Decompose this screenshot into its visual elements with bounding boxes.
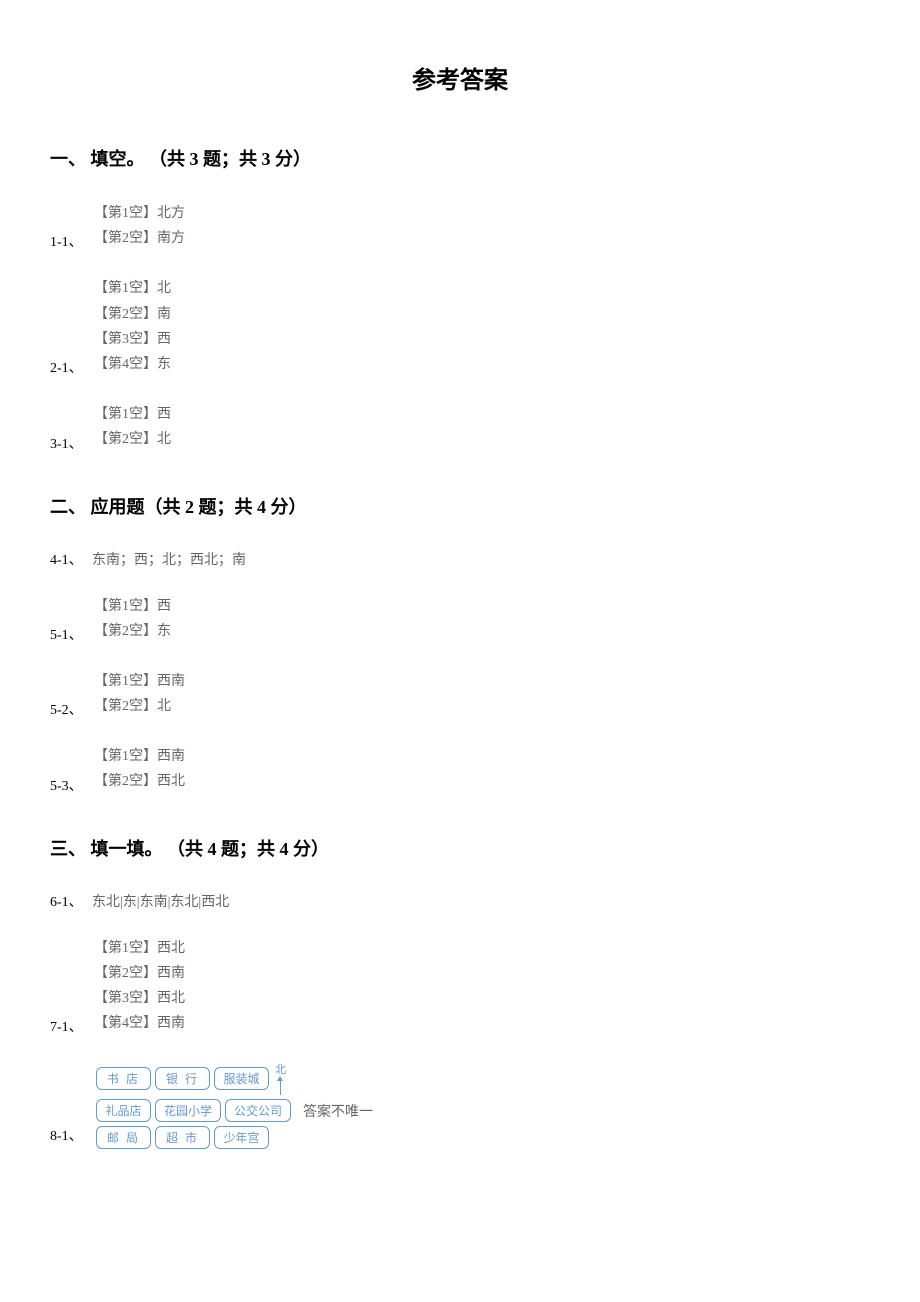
answer-label: 8-1、 — [50, 1125, 92, 1149]
answer-text: 【第2空】西南 — [94, 961, 870, 986]
map-cell: 礼品店 — [96, 1099, 151, 1122]
answer-label: 5-2、 — [50, 699, 83, 719]
answer-label: 6-1、 — [50, 891, 92, 911]
map-row: 邮 局 超 市 少年宫 — [96, 1126, 373, 1149]
section-3-header: 三、 填一填。 （共 4 题；共 4 分） — [50, 835, 870, 861]
answer-label: 2-1、 — [50, 357, 83, 377]
map-cell: 服装城 — [214, 1067, 269, 1090]
answer-text: 【第1空】北方 — [94, 201, 870, 226]
page-title: 参考答案 — [50, 60, 870, 95]
answer-label: 3-1、 — [50, 433, 83, 453]
answer-4-1: 4-1、 东南；西；北；西北；南 — [50, 549, 870, 569]
answer-text: 【第2空】南 — [94, 302, 870, 327]
answer-8-1: 8-1、 书 店 银 行 服装城 北 礼品店 花园小学 公交公司 答案不唯一 邮… — [50, 1061, 870, 1149]
answer-note: 答案不唯一 — [303, 1101, 373, 1121]
answer-text: 【第1空】北 — [94, 276, 870, 301]
answer-text: 【第4空】东 — [94, 352, 870, 377]
map-cell: 邮 局 — [96, 1126, 151, 1149]
answer-text: 【第4空】西南 — [94, 1011, 870, 1036]
answer-5-1: 【第1空】西 【第2空】东 5-1、 — [92, 594, 870, 644]
north-indicator: 北 — [275, 1061, 286, 1095]
map-cell: 少年宫 — [214, 1126, 269, 1149]
answer-text: 【第3空】西北 — [94, 986, 870, 1011]
answer-text: 【第2空】北 — [94, 427, 870, 452]
answer-text: 【第1空】西南 — [94, 744, 870, 769]
map-cell: 花园小学 — [155, 1099, 221, 1122]
answer-label: 7-1、 — [50, 1016, 83, 1036]
answer-label: 5-3、 — [50, 775, 83, 795]
map-grid: 书 店 银 行 服装城 北 礼品店 花园小学 公交公司 答案不唯一 邮 局 超 … — [96, 1061, 373, 1149]
answer-text: 【第1空】西北 — [94, 936, 870, 961]
map-cell: 书 店 — [96, 1067, 151, 1090]
answer-text: 【第3空】西 — [94, 327, 870, 352]
map-row: 礼品店 花园小学 公交公司 答案不唯一 — [96, 1099, 373, 1122]
answer-text: 【第1空】西 — [94, 402, 870, 427]
answer-3-1: 【第1空】西 【第2空】北 3-1、 — [92, 402, 870, 452]
answer-1-1: 【第1空】北方 【第2空】南方 1-1、 — [92, 201, 870, 251]
answer-text: 【第2空】西北 — [94, 769, 870, 794]
answer-text: 东北|东|东南|东北|西北 — [92, 891, 229, 911]
arrow-up-icon — [280, 1077, 281, 1095]
answer-text: 【第1空】西南 — [94, 669, 870, 694]
map-cell: 超 市 — [155, 1126, 210, 1149]
answer-5-2: 【第1空】西南 【第2空】北 5-2、 — [92, 669, 870, 719]
answer-label: 4-1、 — [50, 549, 92, 569]
answer-text: 【第2空】北 — [94, 694, 870, 719]
answer-label: 1-1、 — [50, 231, 83, 251]
north-label: 北 — [275, 1061, 286, 1077]
map-row: 书 店 银 行 服装城 北 — [96, 1061, 373, 1095]
map-cell: 公交公司 — [225, 1099, 291, 1122]
section-2-header: 二、 应用题（共 2 题；共 4 分） — [50, 493, 870, 519]
map-cell: 银 行 — [155, 1067, 210, 1090]
answer-5-3: 【第1空】西南 【第2空】西北 5-3、 — [92, 744, 870, 794]
answer-text: 东南；西；北；西北；南 — [92, 549, 246, 569]
answer-text: 【第2空】东 — [94, 619, 870, 644]
answer-2-1: 【第1空】北 【第2空】南 【第3空】西 【第4空】东 2-1、 — [92, 276, 870, 377]
answer-6-1: 6-1、 东北|东|东南|东北|西北 — [50, 891, 870, 911]
answer-text: 【第2空】南方 — [94, 226, 870, 251]
section-1-header: 一、 填空。 （共 3 题；共 3 分） — [50, 145, 870, 171]
answer-text: 【第1空】西 — [94, 594, 870, 619]
answer-7-1: 【第1空】西北 【第2空】西南 【第3空】西北 【第4空】西南 7-1、 — [92, 936, 870, 1037]
answer-label: 5-1、 — [50, 624, 83, 644]
